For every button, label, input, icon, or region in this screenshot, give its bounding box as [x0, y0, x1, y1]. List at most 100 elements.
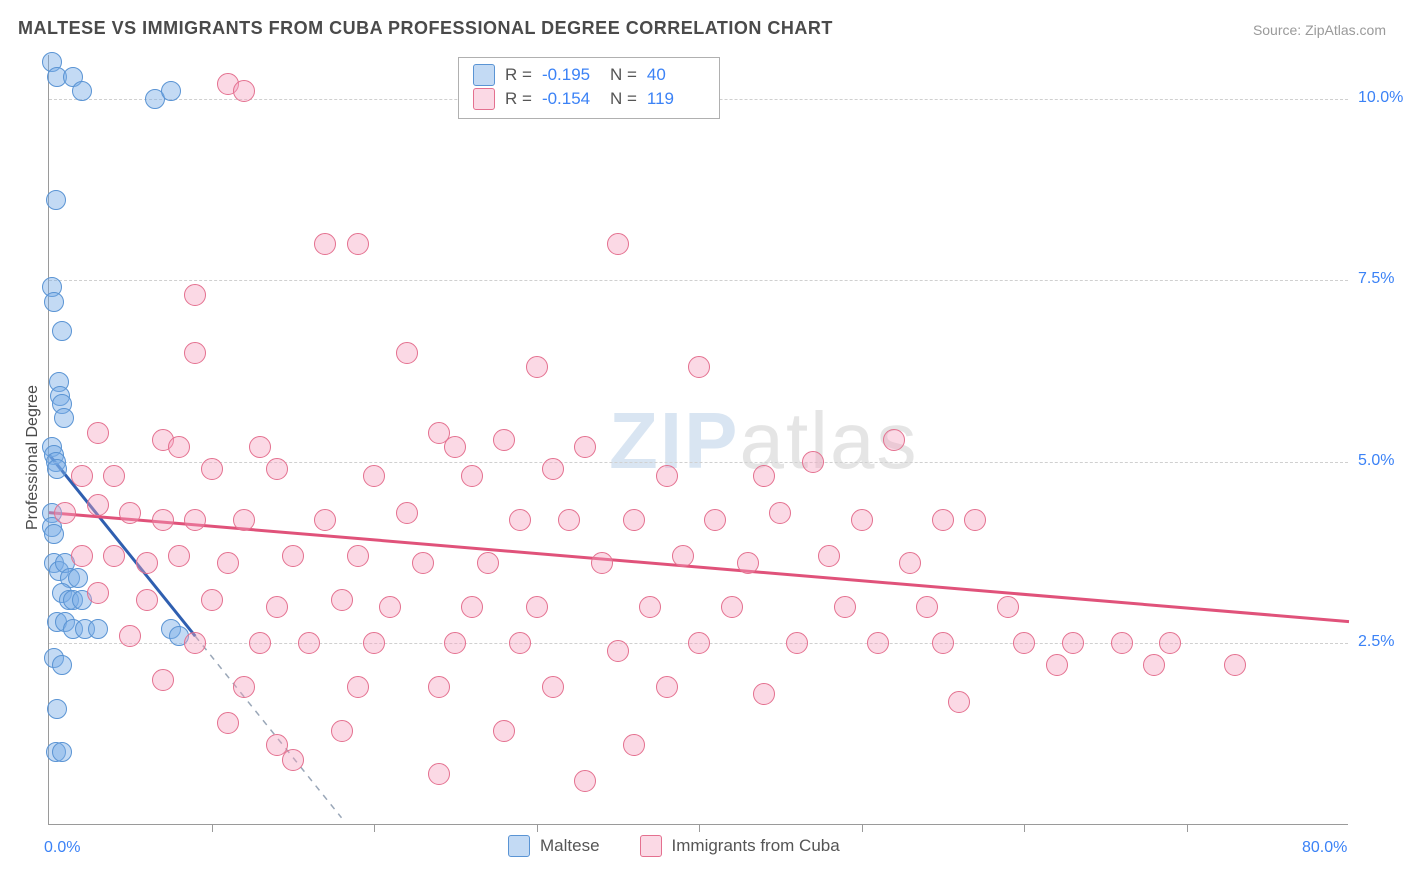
- data-point-cuba: [574, 436, 596, 458]
- data-point-cuba: [461, 465, 483, 487]
- data-point-maltese: [88, 619, 108, 639]
- data-point-cuba: [656, 676, 678, 698]
- data-point-cuba: [607, 640, 629, 662]
- data-point-maltese: [54, 408, 74, 428]
- data-point-cuba: [347, 676, 369, 698]
- data-point-cuba: [266, 596, 288, 618]
- plot-area: ZIPatlas: [48, 55, 1348, 825]
- trend-lines: [49, 55, 1349, 825]
- data-point-cuba: [201, 589, 223, 611]
- x-tick: [374, 824, 375, 832]
- data-point-maltese: [47, 459, 67, 479]
- data-point-cuba: [591, 552, 613, 574]
- data-point-cuba: [396, 502, 418, 524]
- data-point-cuba: [509, 509, 531, 531]
- data-point-maltese: [52, 742, 72, 762]
- data-point-maltese: [161, 81, 181, 101]
- legend-n-label: N =: [610, 89, 637, 109]
- x-max-label: 80.0%: [1302, 839, 1347, 857]
- x-tick: [1024, 824, 1025, 832]
- data-point-cuba: [948, 691, 970, 713]
- data-point-cuba: [379, 596, 401, 618]
- data-point-cuba: [217, 712, 239, 734]
- data-point-cuba: [314, 509, 336, 531]
- data-point-cuba: [721, 596, 743, 618]
- data-point-maltese: [52, 655, 72, 675]
- data-point-cuba: [87, 494, 109, 516]
- x-tick: [537, 824, 538, 832]
- data-point-cuba: [769, 502, 791, 524]
- data-point-cuba: [883, 429, 905, 451]
- data-point-cuba: [168, 436, 190, 458]
- data-point-cuba: [526, 356, 548, 378]
- data-point-cuba: [412, 552, 434, 574]
- data-point-cuba: [201, 458, 223, 480]
- data-point-cuba: [152, 669, 174, 691]
- data-point-cuba: [964, 509, 986, 531]
- legend-n-value: 40: [647, 65, 705, 85]
- data-point-cuba: [184, 509, 206, 531]
- data-point-cuba: [331, 589, 353, 611]
- data-point-cuba: [428, 763, 450, 785]
- data-point-cuba: [558, 509, 580, 531]
- gridline: [49, 462, 1348, 463]
- data-point-cuba: [266, 458, 288, 480]
- data-point-cuba: [786, 632, 808, 654]
- data-point-cuba: [542, 458, 564, 480]
- data-point-cuba: [314, 233, 336, 255]
- data-point-cuba: [249, 436, 271, 458]
- data-point-cuba: [899, 552, 921, 574]
- legend-series: Maltese Immigrants from Cuba: [508, 835, 840, 857]
- data-point-cuba: [103, 545, 125, 567]
- data-point-cuba: [363, 632, 385, 654]
- data-point-cuba: [428, 676, 450, 698]
- source-label: Source: ZipAtlas.com: [1253, 22, 1386, 38]
- data-point-cuba: [526, 596, 548, 618]
- legend-swatch: [473, 88, 495, 110]
- data-point-cuba: [184, 284, 206, 306]
- legend-swatch: [508, 835, 530, 857]
- data-point-cuba: [1143, 654, 1165, 676]
- legend-n-label: N =: [610, 65, 637, 85]
- data-point-cuba: [1046, 654, 1068, 676]
- legend-label: Immigrants from Cuba: [672, 836, 840, 856]
- data-point-cuba: [851, 509, 873, 531]
- data-point-cuba: [184, 342, 206, 364]
- data-point-cuba: [103, 465, 125, 487]
- y-tick-label: 7.5%: [1358, 270, 1394, 288]
- data-point-cuba: [1013, 632, 1035, 654]
- data-point-cuba: [87, 422, 109, 444]
- legend-r-value: -0.154: [542, 89, 600, 109]
- legend-swatch: [473, 64, 495, 86]
- data-point-cuba: [574, 770, 596, 792]
- data-point-cuba: [266, 734, 288, 756]
- legend-r-label: R =: [505, 89, 532, 109]
- data-point-cuba: [233, 80, 255, 102]
- data-point-cuba: [623, 509, 645, 531]
- y-tick-label: 5.0%: [1358, 452, 1394, 470]
- data-point-cuba: [916, 596, 938, 618]
- legend-r-label: R =: [505, 65, 532, 85]
- x-min-label: 0.0%: [44, 839, 80, 857]
- data-point-cuba: [184, 632, 206, 654]
- legend-item-cuba: Immigrants from Cuba: [640, 835, 840, 857]
- data-point-cuba: [477, 552, 499, 574]
- data-point-cuba: [672, 545, 694, 567]
- data-point-maltese: [44, 524, 64, 544]
- x-tick: [212, 824, 213, 832]
- gridline: [49, 280, 1348, 281]
- data-point-cuba: [932, 509, 954, 531]
- data-point-cuba: [688, 632, 710, 654]
- legend-stats-row-cuba: R =-0.154N =119: [473, 88, 705, 110]
- data-point-cuba: [136, 552, 158, 574]
- data-point-cuba: [152, 509, 174, 531]
- legend-label: Maltese: [540, 836, 600, 856]
- legend-item-maltese: Maltese: [508, 835, 600, 857]
- x-tick: [1187, 824, 1188, 832]
- data-point-cuba: [639, 596, 661, 618]
- data-point-cuba: [704, 509, 726, 531]
- data-point-cuba: [818, 545, 840, 567]
- data-point-cuba: [1224, 654, 1246, 676]
- data-point-cuba: [347, 233, 369, 255]
- x-tick: [699, 824, 700, 832]
